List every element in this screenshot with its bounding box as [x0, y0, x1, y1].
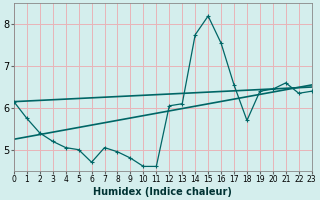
X-axis label: Humidex (Indice chaleur): Humidex (Indice chaleur)	[93, 187, 232, 197]
